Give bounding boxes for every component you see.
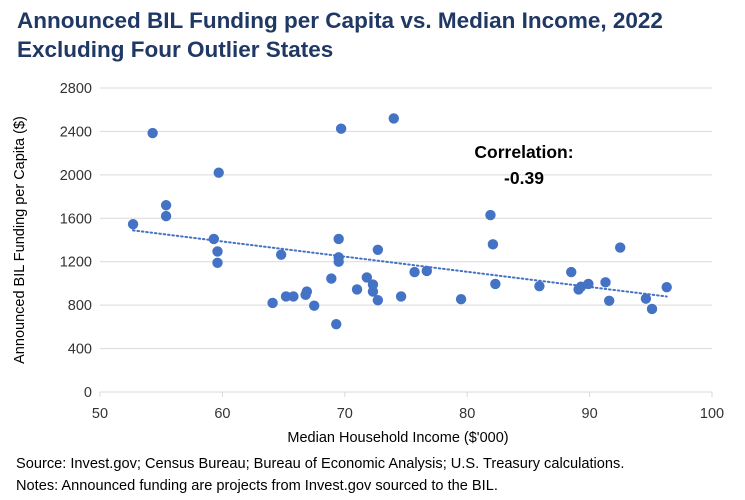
data-point <box>646 303 658 315</box>
x-tick-label: 90 <box>582 406 598 422</box>
data-point <box>421 265 433 277</box>
correlation-label: Correlation: <box>474 142 573 162</box>
data-point <box>160 210 172 222</box>
y-tick-labels: 0 400 800 1200 1600 2000 2400 2800 <box>60 81 92 401</box>
data-point <box>267 297 278 309</box>
x-tick-label: 60 <box>214 406 230 422</box>
x-tick-label: 70 <box>337 406 353 422</box>
y-tick-label: 2400 <box>60 124 92 140</box>
data-point <box>566 266 577 278</box>
data-point <box>485 209 496 221</box>
data-point <box>534 280 545 292</box>
data-point <box>388 113 399 124</box>
data-point <box>487 239 499 250</box>
correlation-value: -0.39 <box>504 168 544 188</box>
data-points <box>127 113 672 330</box>
y-axis-title: Announced BIL Funding per Capita ($) <box>12 116 28 364</box>
data-point <box>455 293 467 305</box>
chart-subtitle: Excluding Four Outlier States <box>17 37 334 62</box>
x-tick-labels: 50 60 70 80 90 100 <box>92 406 724 422</box>
y-tick-label: 1200 <box>60 255 92 271</box>
data-point <box>208 233 220 245</box>
data-point <box>301 286 313 297</box>
x-tick-label: 80 <box>459 406 475 422</box>
data-point <box>615 242 626 253</box>
data-point <box>600 277 611 288</box>
data-point <box>490 278 501 290</box>
x-tick-label: 50 <box>92 406 108 422</box>
y-tick-label: 2800 <box>60 81 92 97</box>
y-tick-label: 2000 <box>60 168 92 184</box>
axes <box>99 391 713 397</box>
data-point <box>212 257 223 268</box>
data-point <box>280 291 292 302</box>
data-point <box>333 233 344 245</box>
data-point <box>361 272 373 283</box>
y-tick-label: 800 <box>68 298 92 314</box>
data-point <box>160 200 172 211</box>
data-point <box>326 273 337 284</box>
data-point <box>661 282 672 293</box>
data-point <box>351 284 363 295</box>
data-point <box>335 123 347 134</box>
data-point <box>288 291 299 302</box>
y-tick-label: 1600 <box>60 211 92 227</box>
data-point <box>367 286 379 297</box>
data-point <box>147 127 158 139</box>
data-point <box>309 300 320 311</box>
chart-title: Announced BIL Funding per Capita vs. Med… <box>17 6 737 64</box>
footnotes: Source: Invest.gov; Census Bureau; Burea… <box>16 453 741 497</box>
x-tick-label: 100 <box>700 406 724 422</box>
data-point <box>212 246 223 257</box>
data-point <box>213 167 224 178</box>
data-point <box>640 293 652 304</box>
data-point <box>333 256 344 267</box>
data-point <box>127 219 139 230</box>
data-point <box>409 266 420 278</box>
notes-note: Notes: Announced funding are projects fr… <box>16 478 498 494</box>
x-axis-title: Median Household Income ($'000) <box>287 430 508 446</box>
data-point <box>395 291 407 302</box>
chart-title-line-1: Announced BIL Funding per Capita vs. Med… <box>17 8 663 33</box>
data-point <box>275 249 287 260</box>
data-point <box>583 278 594 290</box>
y-tick-label: 400 <box>68 342 92 358</box>
source-note: Source: Invest.gov; Census Bureau; Burea… <box>16 456 625 472</box>
data-point <box>331 318 342 330</box>
data-point <box>372 295 384 306</box>
gridlines <box>100 87 712 350</box>
y-tick-label: 0 <box>84 385 92 401</box>
data-point <box>603 295 615 306</box>
data-point <box>372 244 384 255</box>
